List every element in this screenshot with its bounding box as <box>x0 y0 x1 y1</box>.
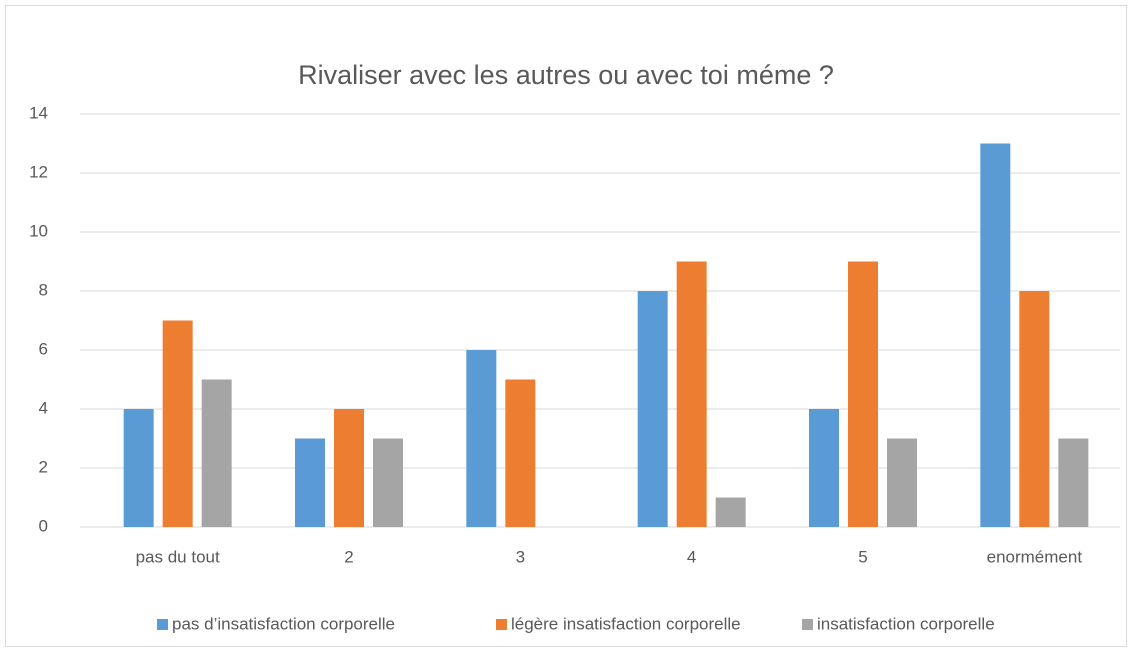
x-tick-label: 3 <box>516 547 525 566</box>
bar <box>1019 291 1050 527</box>
y-tick-label: 2 <box>39 457 48 476</box>
x-tick-label: 5 <box>858 547 867 566</box>
legend-label: insatisfaction corporelle <box>817 614 995 633</box>
y-tick-label: 0 <box>39 516 48 535</box>
y-tick-label: 8 <box>39 280 48 299</box>
bar <box>676 261 707 527</box>
x-tick-label: 4 <box>687 547 696 566</box>
legend-swatch <box>157 619 168 630</box>
bar <box>162 320 193 527</box>
legend-label: légère insatisfaction corporelle <box>511 614 741 633</box>
bar <box>123 409 154 527</box>
y-tick-label: 4 <box>39 398 48 417</box>
legend-swatch <box>802 619 813 630</box>
bar <box>295 438 325 527</box>
legend-swatch <box>496 619 507 630</box>
bar <box>637 291 668 527</box>
x-tick-label: enormément <box>987 547 1083 566</box>
bar <box>373 438 403 527</box>
bar <box>466 350 497 527</box>
bar <box>809 409 839 527</box>
y-tick-label: 12 <box>29 162 48 181</box>
bar <box>334 409 364 527</box>
bar <box>715 497 746 527</box>
y-tick-label: 6 <box>39 339 48 358</box>
y-tick-label: 10 <box>29 221 48 240</box>
x-tick-label: pas du tout <box>136 547 220 566</box>
bar <box>505 379 536 527</box>
y-tick-label: 14 <box>29 103 48 122</box>
bar <box>1058 438 1089 527</box>
chart-title: Rivaliser avec les autres ou avec toi mé… <box>298 60 834 90</box>
x-tick-label: 2 <box>344 547 353 566</box>
bar <box>848 261 878 527</box>
bar <box>980 143 1011 527</box>
legend-label: pas d’insatisfaction corporelle <box>172 614 395 633</box>
bar <box>887 438 917 527</box>
bar <box>201 379 232 527</box>
